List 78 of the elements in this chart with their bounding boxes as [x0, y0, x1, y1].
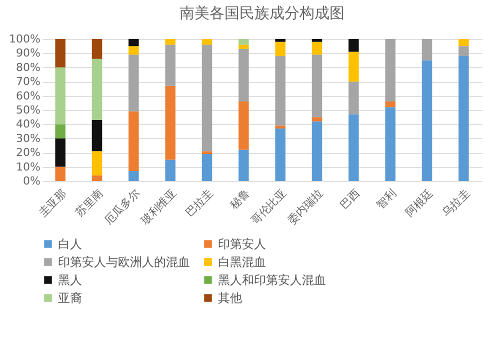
bar [128, 111, 139, 172]
bar [238, 44, 249, 49]
bar [312, 39, 322, 42]
bar [458, 39, 469, 46]
bar [275, 39, 286, 42]
bar [165, 39, 176, 45]
legend-label: 白黑混血 [218, 255, 266, 269]
bar [312, 54, 322, 118]
bar [202, 44, 212, 152]
bar [275, 42, 286, 56]
x-tick-label: 玻利维亚 [138, 186, 179, 228]
y-tick-label: 50% [16, 104, 40, 116]
bar [202, 154, 212, 181]
bar [275, 56, 286, 126]
bar [238, 39, 249, 45]
legend-label: 印第安人与欧洲人的混血 [58, 255, 190, 269]
bar [55, 67, 66, 124]
bar [312, 121, 322, 181]
x-tick-label: 苏里南 [72, 186, 106, 220]
bar [55, 39, 66, 68]
y-tick-label: 100% [9, 32, 40, 46]
legend-label: 白人 [58, 237, 82, 251]
bar [165, 44, 176, 86]
bar [55, 124, 66, 138]
bar [348, 82, 359, 114]
y-tick-label: 80% [16, 60, 40, 74]
y-tick-label: 0% [23, 174, 40, 188]
bar [92, 151, 102, 176]
y-tick-label: 30% [16, 132, 40, 145]
legend-label: 其他 [218, 291, 242, 305]
y-tick-label: 10% [16, 160, 40, 174]
bar [202, 39, 212, 45]
bar [422, 39, 432, 60]
bar [202, 151, 212, 154]
bar [312, 117, 322, 122]
y-tick-label: 20% [16, 146, 40, 160]
bar [128, 39, 139, 46]
bar [458, 46, 469, 56]
bar [348, 52, 359, 82]
bar [92, 120, 102, 152]
bar [385, 107, 396, 181]
bar [348, 39, 359, 52]
bar [128, 54, 139, 112]
y-tick-label: 70% [16, 75, 40, 88]
bar [238, 48, 249, 102]
bar [275, 128, 286, 181]
bar [128, 171, 139, 181]
bar [312, 42, 322, 55]
y-tick-label: 60% [16, 89, 40, 102]
bar [92, 175, 102, 181]
bar [55, 138, 66, 167]
bar [458, 56, 469, 181]
bar [385, 101, 396, 108]
bar [92, 39, 102, 59]
y-tick-label: 40% [16, 118, 40, 131]
bar [348, 114, 359, 181]
bar [238, 150, 249, 181]
chart-title: 南美各国民族成分构成图 [180, 4, 344, 22]
bar [128, 46, 139, 55]
x-tick-label: 阿根廷 [402, 186, 436, 220]
bar [165, 86, 176, 160]
bar [165, 160, 176, 181]
bar [92, 58, 102, 120]
y-tick-label: 90% [16, 46, 40, 60]
bar [422, 60, 432, 181]
bar [385, 39, 396, 102]
legend-label: 印第安人 [218, 237, 266, 251]
legend-label: 亚裔 [58, 291, 82, 305]
bar [238, 101, 249, 150]
bar [55, 166, 66, 181]
legend-label: 黑人 [58, 273, 82, 287]
x-tick-label: 智利 [374, 186, 399, 212]
x-tick-label: 巴拉圭 [182, 186, 216, 220]
x-tick-label: 乌拉圭 [440, 186, 472, 220]
legend-label: 黑人和印第安人混血 [218, 273, 326, 287]
x-tick-label: 巴西 [337, 186, 362, 212]
bar [275, 126, 286, 128]
x-tick-label: 圭亚那 [36, 186, 69, 220]
